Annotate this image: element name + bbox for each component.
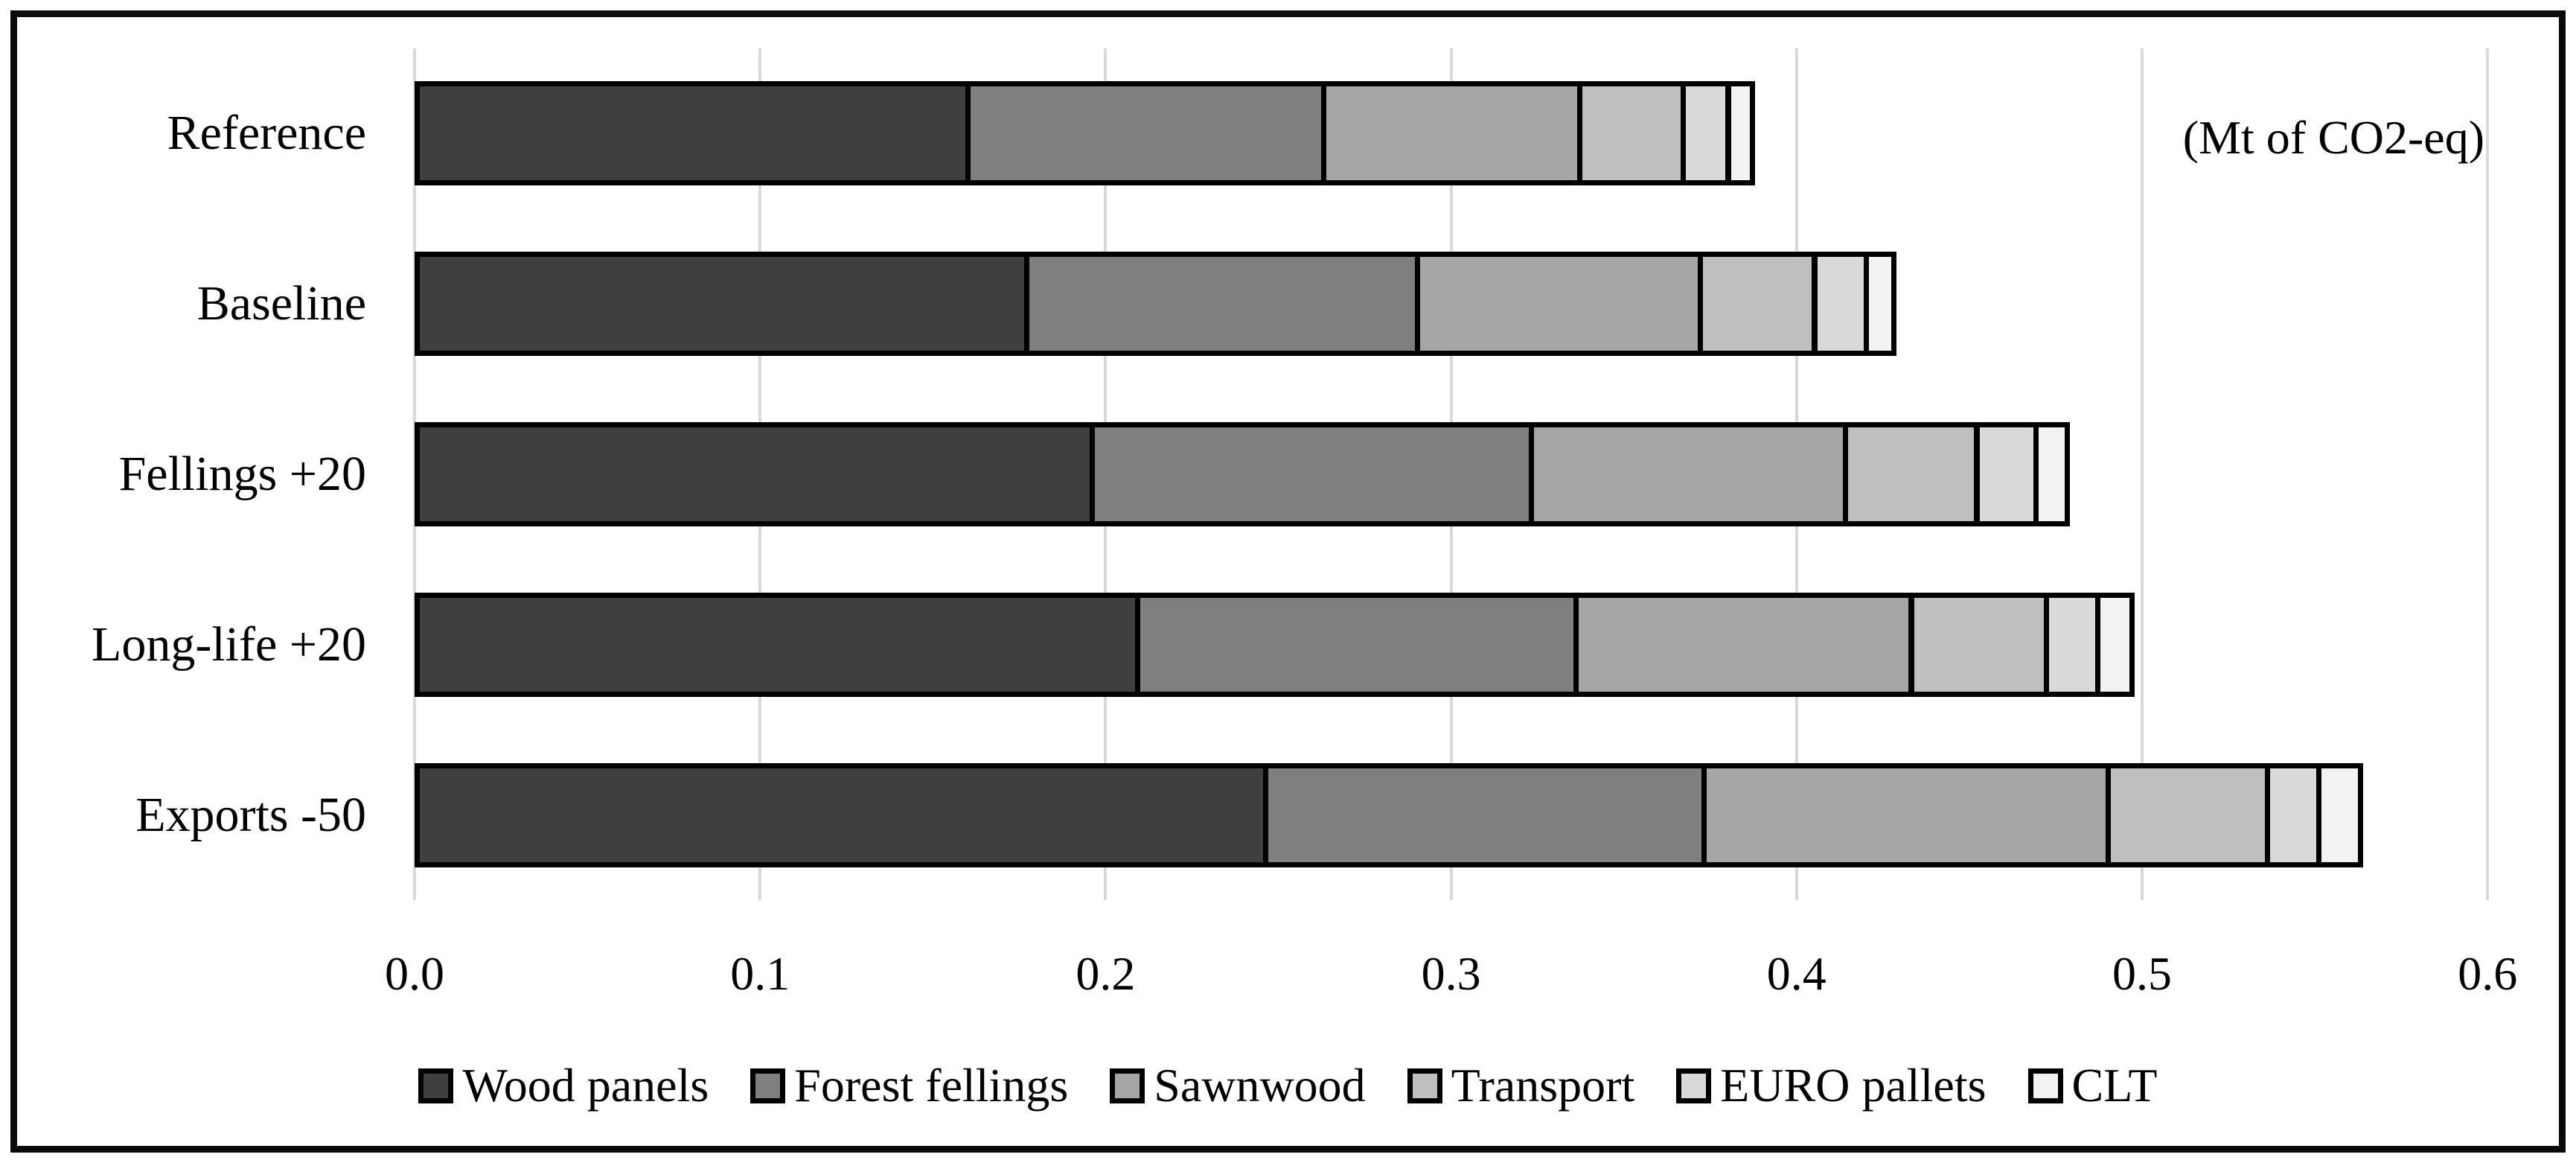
bar-segment-forest-fellings xyxy=(1135,593,1579,697)
legend-swatch-sawnwood xyxy=(1110,1068,1145,1103)
legend-label: EURO pallets xyxy=(1720,1059,1987,1112)
bar-segment-wood-panels xyxy=(415,593,1140,697)
category-label-exports-50: Exports -50 xyxy=(135,788,366,842)
bar-segment-sawnwood xyxy=(1529,422,1848,526)
bar-segment-clt xyxy=(2316,763,2363,867)
bar-segment-sawnwood xyxy=(1415,252,1704,356)
bar-segment-wood-panels xyxy=(415,422,1095,526)
category-label-long-life-20: Long-life +20 xyxy=(92,617,366,672)
bar-segment-sawnwood xyxy=(1701,763,2111,867)
legend-swatch-transport xyxy=(1407,1068,1442,1103)
bar-segment-clt xyxy=(2095,593,2135,697)
legend-item-clt: CLT xyxy=(2027,1057,2158,1114)
legend-label: Wood panels xyxy=(462,1059,709,1112)
legend-label: Forest fellings xyxy=(794,1059,1069,1112)
units-annotation: (Mt of CO2-eq) xyxy=(2182,111,2484,164)
bar-segment-forest-fellings xyxy=(965,81,1326,185)
bar-segment-forest-fellings xyxy=(1090,422,1534,526)
bar-segment-transport xyxy=(2106,763,2270,867)
gridline-0.6 xyxy=(2486,48,2490,900)
x-tick-label: 0.3 xyxy=(1421,947,1481,1000)
legend-swatch-clt xyxy=(2027,1068,2063,1103)
legend-item-sawnwood: Sawnwood xyxy=(1110,1057,1366,1114)
category-label-fellings-20: Fellings +20 xyxy=(118,447,366,501)
legend-label: CLT xyxy=(2071,1059,2158,1112)
x-tick-label: 0.1 xyxy=(730,947,790,1000)
category-label-reference: Reference xyxy=(167,106,366,160)
bar-segment-transport xyxy=(1698,252,1817,356)
gridline-0.5 xyxy=(2141,48,2144,900)
bar-segment-transport xyxy=(1909,593,2049,697)
legend-item-forest-fellings: Forest fellings xyxy=(750,1057,1068,1114)
bar-segment-forest-fellings xyxy=(1024,252,1420,356)
legend-swatch-wood-panels xyxy=(418,1068,454,1103)
x-tick-label: 0.2 xyxy=(1076,947,1136,1000)
x-tick-label: 0.5 xyxy=(2112,947,2172,1000)
legend-swatch-euro-pallets xyxy=(1676,1068,1712,1103)
bar-segment-clt xyxy=(1726,81,1755,185)
bar-segment-sawnwood xyxy=(1321,81,1582,185)
bar-segment-euro-pallets xyxy=(1812,252,1870,356)
legend-label: Transport xyxy=(1451,1059,1635,1112)
legend-item-wood-panels: Wood panels xyxy=(418,1057,709,1114)
legend-swatch-forest-fellings xyxy=(750,1068,786,1103)
bar-segment-transport xyxy=(1843,422,1979,526)
bar-segment-euro-pallets xyxy=(1681,81,1730,185)
bar-segment-euro-pallets xyxy=(2044,593,2101,697)
legend-item-euro-pallets: EURO pallets xyxy=(1676,1057,1987,1114)
x-tick-label: 0.6 xyxy=(2458,947,2518,1000)
category-label-baseline: Baseline xyxy=(196,276,366,331)
bar-segment-wood-panels xyxy=(415,763,1268,867)
bar-segment-euro-pallets xyxy=(2265,763,2322,867)
bar-segment-wood-panels xyxy=(415,81,971,185)
bar-segment-transport xyxy=(1577,81,1686,185)
bar-segment-euro-pallets xyxy=(1975,422,2039,526)
bar-segment-clt xyxy=(1864,252,1896,356)
bar-segment-clt xyxy=(2033,422,2070,526)
chart-frame xyxy=(10,10,2566,1153)
x-tick-label: 0.4 xyxy=(1766,947,1826,1000)
legend-item-transport: Transport xyxy=(1407,1057,1635,1114)
bar-segment-sawnwood xyxy=(1573,593,1914,697)
bar-segment-forest-fellings xyxy=(1263,763,1707,867)
bar-segment-wood-panels xyxy=(415,252,1029,356)
x-tick-label: 0.0 xyxy=(385,947,444,1000)
legend: Wood panels Forest fellings Sawnwood Transp… xyxy=(30,1057,2546,1114)
legend-label: Sawnwood xyxy=(1154,1059,1366,1112)
